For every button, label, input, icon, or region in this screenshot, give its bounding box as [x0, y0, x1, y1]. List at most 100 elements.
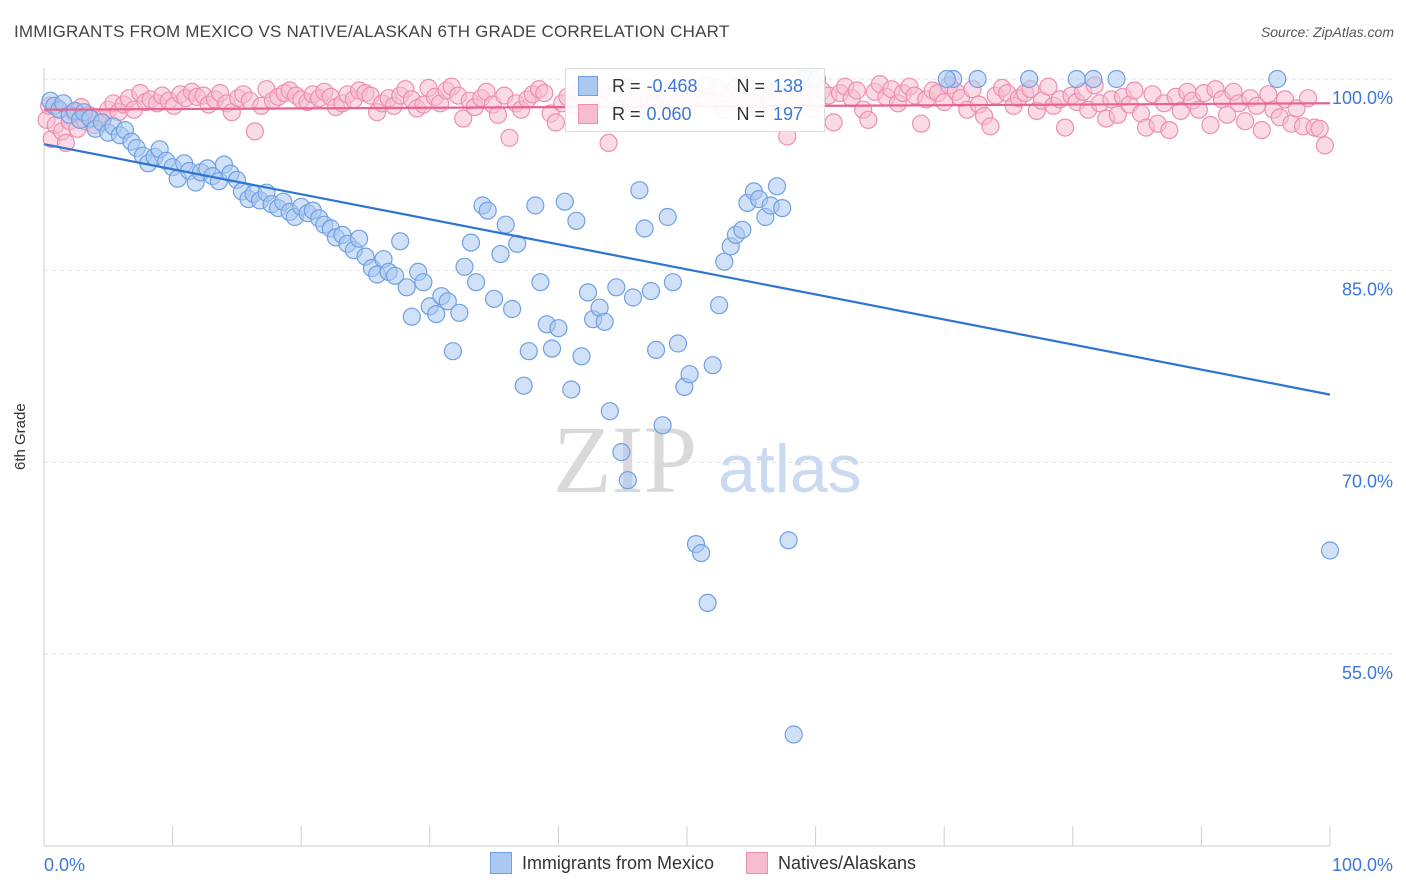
natives-alaskans-point [599, 133, 618, 152]
immigrants-mexico-point [709, 296, 729, 315]
immigrants-mexico-point [767, 177, 787, 196]
immigrants-mexico-point [1084, 69, 1103, 89]
immigrants-mexico-point [391, 232, 410, 251]
legend-label-natives: Natives/Alaskans [777, 852, 917, 873]
immigrants-mexico-point [715, 252, 734, 271]
legend-item-natives[interactable]: Natives/Alaskans [745, 852, 917, 874]
legend-item-mexico[interactable]: Immigrants from Mexico [489, 852, 714, 874]
immigrants-mexico-point [680, 365, 699, 384]
immigrants-mexico-point [612, 443, 631, 462]
legend-r-value: -0.468 [646, 75, 698, 96]
immigrants-mexico-point [478, 201, 497, 220]
y-axis-label: 6th Grade [12, 403, 29, 470]
immigrants-mexico-point [658, 207, 677, 227]
immigrants-mexico-point [653, 416, 672, 435]
x-ticks [43, 826, 1331, 846]
immigrants-mexico-point [397, 278, 416, 297]
watermark-atlas: atlas [718, 431, 862, 507]
natives-alaskans-point [488, 105, 508, 124]
natives-alaskans-point [1259, 85, 1278, 104]
immigrants-mexico-point [630, 181, 649, 200]
legend-swatch-pink [745, 852, 768, 874]
immigrants-mexico-point [600, 402, 619, 421]
immigrants-mexico-point [402, 307, 421, 326]
immigrants-mexico-point [572, 347, 591, 366]
immigrants-mexico-point [567, 211, 586, 230]
immigrants-mexico-point [455, 257, 474, 276]
x-tick-label-0: 0.0% [44, 855, 85, 875]
immigrants-mexico-point [968, 69, 987, 89]
natives-alaskans-point [1201, 115, 1220, 135]
immigrants-mexico-point [461, 233, 481, 252]
legend-row-natives: R = 0.060 N = 197 [578, 101, 803, 127]
legend-n-label: N = [736, 103, 766, 124]
immigrants-mexico-trend-line [43, 143, 1331, 396]
legend-n-label: N = [736, 75, 766, 96]
immigrants-mexico-point [531, 273, 550, 292]
natives-alaskans-point [847, 81, 866, 100]
natives-alaskans-point [1310, 119, 1329, 138]
legend-swatch-blue [578, 76, 598, 96]
watermark: ZIP atlas [553, 406, 862, 513]
immigrants-mexico-point [519, 342, 538, 361]
immigrants-mexico-point [542, 339, 562, 358]
stats-legend: R = -0.468 N = 138 R = 0.060 N = 197 [565, 68, 825, 132]
immigrants-mexico-point [491, 245, 510, 264]
natives-alaskans-point [1217, 105, 1237, 124]
immigrants-mexico-point [1107, 69, 1126, 89]
legend-row-mexico: R = -0.468 N = 138 [578, 73, 803, 99]
natives-alaskans-point [1039, 77, 1058, 96]
immigrants-mexico-point [555, 192, 574, 211]
natives-alaskans-point [1160, 121, 1179, 140]
natives-alaskans-point [1252, 121, 1271, 140]
legend-r-label: R = [612, 75, 641, 96]
immigrants-mexico-point [350, 229, 369, 248]
immigrants-mexico-point [443, 342, 462, 361]
immigrants-mexico-point [618, 471, 637, 490]
immigrants-mexico-point [1067, 69, 1086, 89]
immigrants-mexico-point [386, 266, 405, 285]
natives-alaskans-point [1108, 105, 1127, 124]
source-label: Source: ZipAtlas.com [1260, 24, 1394, 40]
immigrants-mexico-point [514, 376, 533, 395]
immigrants-mexico-point [937, 69, 956, 89]
natives-alaskans-point [1189, 100, 1208, 119]
y-tick-labels: 55.0% 70.0% 85.0% 100.0% [1332, 88, 1393, 683]
immigrants-mexico-point [779, 531, 798, 550]
natives-alaskans-point [1055, 118, 1075, 137]
immigrants-mexico-point [549, 319, 568, 338]
immigrants-mexico-point [607, 278, 626, 297]
legend-swatch-blue [489, 852, 512, 874]
immigrants-mexico-point [646, 340, 666, 359]
immigrants-mexico-point [595, 312, 614, 331]
natives-alaskans-point [454, 109, 473, 128]
legend-r-label: R = [612, 103, 641, 124]
immigrants-mexico-point [467, 273, 486, 292]
natives-alaskans-point [500, 128, 519, 147]
immigrants-mexico-point [502, 299, 522, 319]
y-tick-label-70: 70.0% [1342, 471, 1393, 491]
immigrants-mexico-point [773, 199, 792, 218]
immigrants-mexico-point [496, 215, 515, 234]
immigrants-mexico-point [703, 356, 722, 375]
immigrants-mexico-point [450, 303, 469, 322]
natives-alaskans-point [1125, 81, 1144, 100]
natives-alaskans-point [1235, 112, 1255, 131]
immigrants-mexico-point [698, 593, 717, 613]
legend-n-value: 138 [773, 75, 804, 96]
immigrants-mexico-point [485, 289, 504, 308]
series-legend: Immigrants from Mexico Natives/Alaskans [0, 852, 1406, 874]
immigrants-mexico-point [663, 273, 683, 292]
immigrants-mexico-point [733, 220, 752, 239]
immigrants-mexico-point [1268, 69, 1287, 89]
legend-swatch-pink [578, 104, 598, 124]
natives-alaskans-point [824, 113, 843, 132]
legend-label-mexico: Immigrants from Mexico [521, 852, 714, 873]
natives-alaskans-point [981, 117, 1000, 136]
immigrants-mexico-point [438, 292, 457, 311]
natives-alaskans-point [245, 122, 264, 141]
legend-r-value: 0.060 [646, 103, 692, 124]
immigrants-mexico-point [623, 288, 643, 307]
immigrants-mexico-point [427, 305, 446, 324]
